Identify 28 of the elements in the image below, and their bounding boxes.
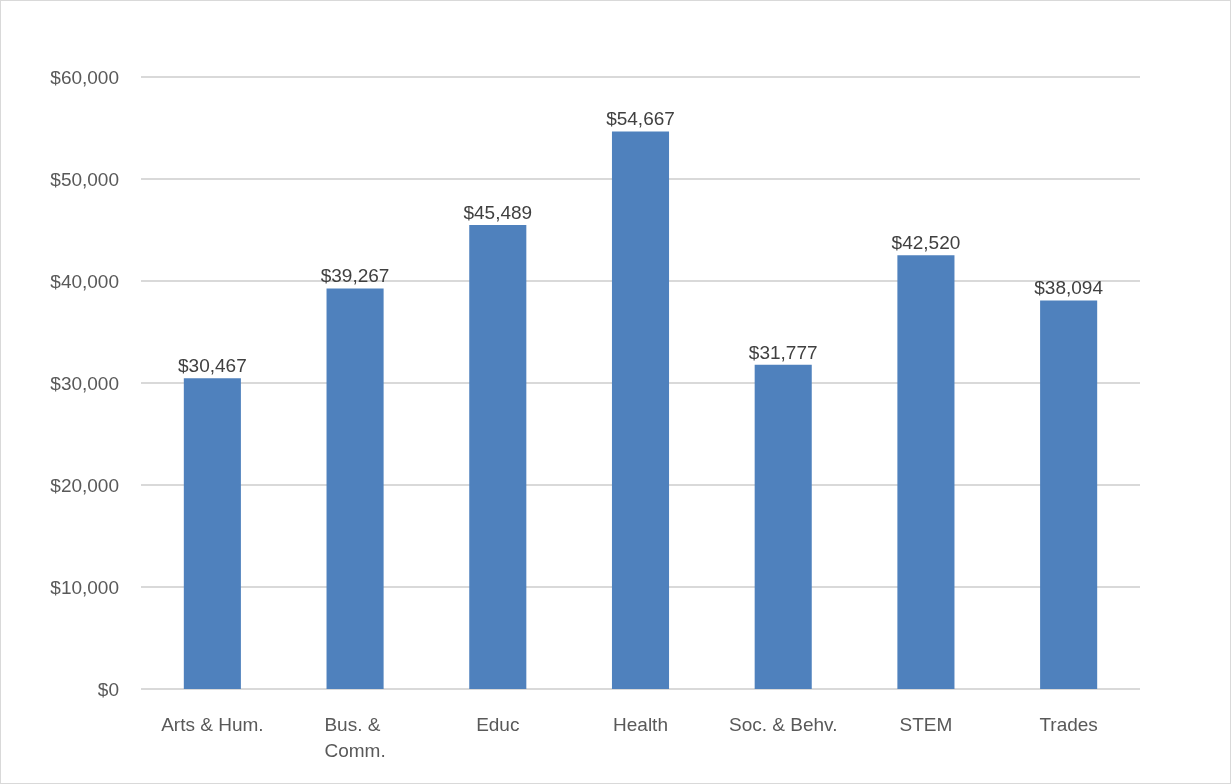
x-tick-label: Trades bbox=[1039, 713, 1098, 735]
data-label: $38,094 bbox=[1034, 277, 1104, 299]
x-tick-label: Arts & Hum. bbox=[161, 713, 264, 735]
x-tick-label: Educ bbox=[476, 713, 520, 735]
y-tick-label: $30,000 bbox=[50, 372, 119, 394]
y-tick-label: $50,000 bbox=[50, 168, 119, 190]
x-tick-label: Soc. & Behv. bbox=[729, 713, 838, 735]
data-label: $39,267 bbox=[320, 265, 390, 287]
bar bbox=[754, 364, 812, 689]
data-label: $30,467 bbox=[178, 355, 247, 377]
data-label: $31,777 bbox=[748, 341, 818, 363]
x-tick-label: Health bbox=[613, 713, 668, 735]
y-tick-label: $0 bbox=[97, 678, 119, 700]
y-tick-label: $40,000 bbox=[50, 270, 119, 292]
bar bbox=[611, 131, 670, 689]
x-tick-label: STEM bbox=[899, 713, 953, 735]
bar bbox=[326, 288, 384, 689]
data-label: $42,520 bbox=[891, 232, 961, 254]
bar bbox=[897, 255, 955, 689]
y-tick-label: $10,000 bbox=[50, 576, 119, 598]
x-tick-label: Bus. & Comm. bbox=[324, 713, 386, 761]
y-tick-label: $20,000 bbox=[50, 474, 119, 496]
bar bbox=[469, 225, 527, 689]
data-label: $54,667 bbox=[606, 108, 675, 130]
bar bbox=[1040, 300, 1098, 689]
y-tick-label: $60,000 bbox=[50, 66, 119, 88]
data-label: $45,489 bbox=[463, 202, 533, 224]
bar bbox=[183, 378, 241, 689]
